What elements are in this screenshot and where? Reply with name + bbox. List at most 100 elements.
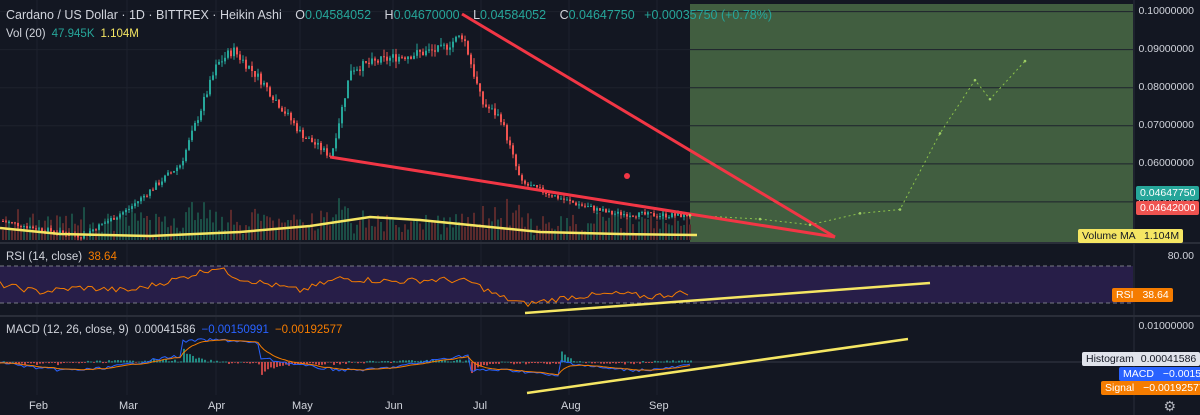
histogram-bar	[180, 361, 182, 363]
histogram-bar	[126, 360, 128, 363]
histogram-bar	[471, 362, 473, 374]
histogram-bar	[72, 362, 74, 364]
candle-body	[536, 185, 538, 188]
histogram-bar	[243, 362, 245, 363]
volume-bar	[284, 222, 286, 240]
volume-bar	[527, 213, 529, 240]
volume-bar	[20, 230, 22, 240]
candle-body	[557, 195, 559, 199]
histogram-bar	[555, 362, 557, 364]
histogram-bar	[501, 361, 503, 363]
candle-body	[119, 214, 121, 218]
histogram-bar	[30, 362, 32, 364]
histogram-bar	[270, 362, 272, 368]
candle-body	[500, 114, 502, 123]
histogram-bar	[606, 362, 608, 364]
volume-bar	[98, 222, 100, 240]
volume-bar	[530, 218, 532, 240]
histogram-bar	[588, 361, 590, 363]
candle-body	[89, 230, 91, 235]
candle-body	[326, 148, 328, 156]
candle-body	[290, 112, 292, 121]
candle-body	[371, 58, 373, 64]
histogram-bar	[222, 361, 224, 363]
candle-body	[356, 69, 358, 71]
volume-bar	[155, 213, 157, 240]
candle-body	[674, 213, 676, 216]
candle-body	[647, 212, 649, 215]
candle-body	[269, 87, 271, 97]
candle-body	[419, 50, 421, 52]
histogram-bar	[585, 362, 587, 364]
volume-bar	[671, 225, 673, 240]
candle-body	[200, 110, 202, 121]
volume-bar	[308, 225, 310, 240]
volume-bar	[596, 213, 598, 240]
histogram-bar	[87, 360, 89, 363]
volume-ma-line	[0, 215, 698, 238]
candle-body	[593, 205, 595, 211]
histogram-bar	[174, 359, 176, 363]
candle-body	[362, 61, 364, 71]
histogram-bar	[96, 360, 98, 363]
histogram-bar	[681, 360, 683, 363]
candle-body	[266, 82, 268, 88]
histogram-bar	[336, 362, 338, 363]
wedge	[329, 12, 836, 239]
histogram-bar	[123, 360, 125, 363]
histogram-bar	[201, 358, 203, 363]
histogram-bar	[489, 362, 491, 364]
volume-bar	[521, 217, 523, 240]
volume-bar	[638, 221, 640, 240]
signal-line	[0, 339, 691, 376]
histogram-bar	[324, 362, 326, 365]
histogram-bar	[255, 362, 257, 363]
volume-bar	[644, 218, 646, 240]
histogram-bar	[654, 360, 656, 363]
rsi-band	[0, 266, 1133, 303]
candle-body	[641, 212, 643, 214]
volume-bar	[518, 204, 520, 240]
candle-body	[359, 69, 361, 71]
histogram-bar	[165, 359, 167, 363]
macd-tag: MACD −0.00150991	[1119, 367, 1200, 381]
histogram-bar	[282, 362, 284, 366]
histogram-bar	[213, 361, 215, 363]
volume-bar	[329, 225, 331, 240]
candle-body	[104, 222, 106, 224]
volume-bar	[194, 220, 196, 240]
volume-bar	[314, 230, 316, 240]
histogram-bar	[417, 361, 419, 363]
volume-bar	[173, 218, 175, 240]
projection-point	[808, 223, 812, 227]
histogram-bar	[33, 362, 35, 364]
volume-bar	[35, 228, 37, 240]
histogram-bar	[504, 361, 506, 363]
volume-bar	[461, 213, 463, 240]
candle-body	[578, 204, 580, 206]
candle-body	[59, 230, 61, 234]
volume-bar	[677, 220, 679, 240]
histogram-bar	[153, 358, 155, 363]
volume-bar	[371, 225, 373, 240]
gear-icon[interactable]: ⚙	[1163, 398, 1176, 414]
histogram-tag: Histogram 0.00041586	[1082, 352, 1200, 366]
candle-body	[242, 59, 244, 61]
histogram-bar	[78, 362, 80, 364]
macd-legend: MACD (12, 26, close, 9) 0.00041586 −0.0015…	[6, 324, 343, 336]
histogram-bar	[258, 362, 260, 365]
candle-body	[50, 228, 52, 232]
histogram-bar	[339, 362, 341, 365]
histogram-bar	[672, 360, 674, 363]
histogram-bar	[21, 362, 23, 364]
volume-bar	[617, 216, 619, 240]
histogram-bar	[405, 360, 407, 363]
histogram-bar	[522, 361, 524, 363]
candle-body	[257, 73, 259, 77]
candle-body	[164, 175, 166, 182]
high-value: 0.04670000	[393, 8, 460, 22]
volume-bar	[641, 217, 643, 240]
candle-body	[509, 140, 511, 146]
histogram-bar	[564, 354, 566, 363]
